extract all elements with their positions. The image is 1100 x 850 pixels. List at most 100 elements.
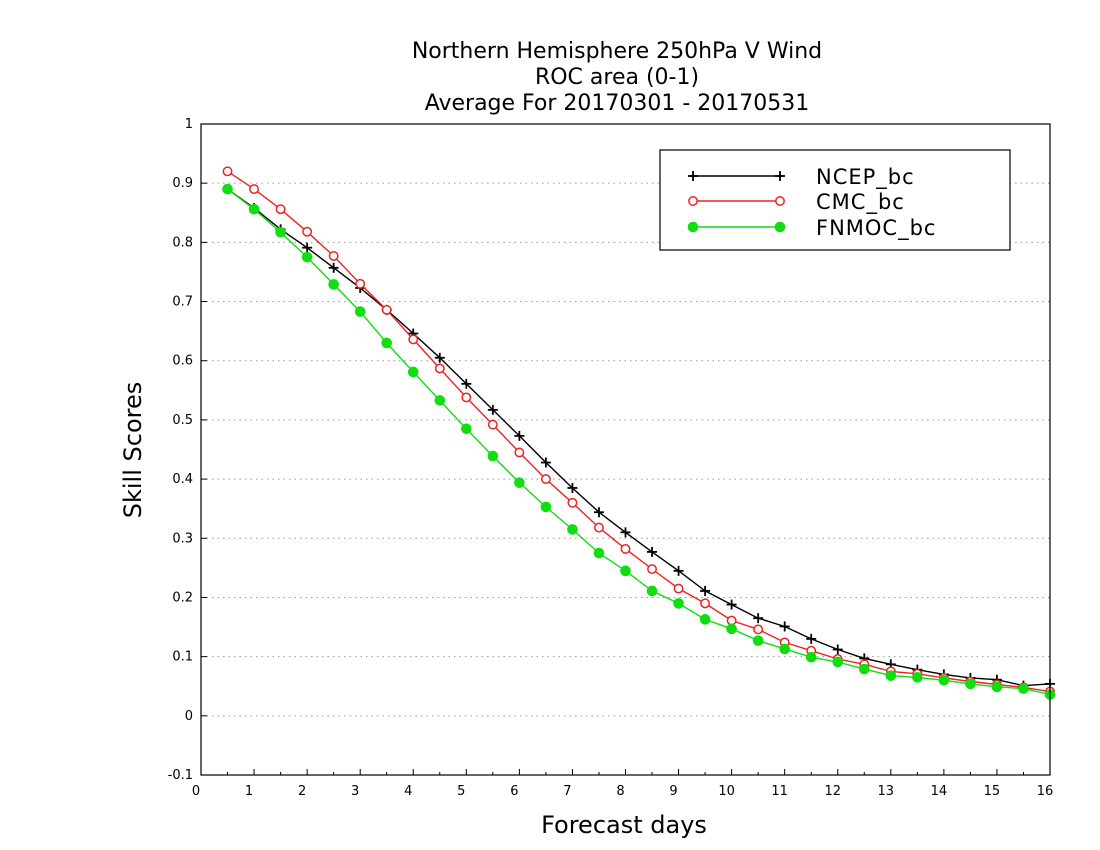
data-point-CMC_bc <box>222 166 233 177</box>
data-point-NCEP_bc <box>832 644 843 655</box>
series-line-FNMOC_bc <box>227 188 1051 696</box>
x-tick-label: 15 <box>984 784 1001 799</box>
data-point-NCEP_bc <box>540 457 551 468</box>
data-point-CMC_bc <box>620 543 631 554</box>
axis-ticks: -0.100.10.20.30.40.50.60.70.80.910 1 2 3 4 5 6… <box>168 117 1054 799</box>
x-tick-label: 0 <box>192 784 200 799</box>
data-point-FNMOC_bc <box>461 423 472 435</box>
data-point-NCEP_bc <box>328 262 339 273</box>
data-point-CMC_bc <box>328 251 339 261</box>
data-point-CMC_bc <box>408 334 419 345</box>
data-point-NCEP_bc <box>302 242 313 253</box>
data-point-CMC_bc <box>275 204 286 215</box>
x-tick-label: 6 <box>510 784 518 799</box>
x-tick-label: 1 <box>245 784 253 799</box>
legend-entry-FNMOC_bc: FNMOC_bc <box>687 216 936 241</box>
data-point-CMC_bc <box>594 522 604 533</box>
data-point-FNMOC_bc <box>487 450 499 462</box>
data-point-FNMOC_bc <box>699 614 711 625</box>
x-tick-label: 12 <box>824 784 841 799</box>
data-point-CMC_bc <box>434 363 445 374</box>
y-axis-label: Skill Scores <box>119 382 147 519</box>
data-point-FNMOC_bc <box>726 623 737 635</box>
legend-entry-NCEP_bc: NCEP_bc <box>688 165 915 190</box>
data-point-FNMOC_bc <box>938 675 950 686</box>
legend-marker-start <box>687 221 699 233</box>
y-tick-label: 1 <box>185 117 193 132</box>
data-point-CMC_bc <box>487 419 498 430</box>
legend-box <box>659 149 1011 251</box>
data-point-NCEP_bc <box>806 633 817 644</box>
data-point-CMC_bc <box>381 304 392 315</box>
chart-title-line-1: Northern Hemisphere 250hPa V Wind <box>412 39 822 64</box>
legend-marker-end <box>775 171 785 181</box>
y-tick-label: 0.1 <box>172 650 193 665</box>
data-point-FNMOC_bc <box>991 681 1003 693</box>
data-point-FNMOC_bc <box>752 635 764 646</box>
legend-label: NCEP_bc <box>816 165 915 190</box>
legend-entry-CMC_bc: CMC_bc <box>688 190 904 215</box>
data-point-FNMOC_bc <box>540 501 552 513</box>
x-tick-label: 7 <box>563 784 571 799</box>
data-point-FNMOC_bc <box>912 672 923 683</box>
y-tick-label: 0.2 <box>172 590 193 605</box>
data-point-CMC_bc <box>302 226 313 237</box>
y-tick-label: 0 <box>185 709 193 724</box>
x-tick-label: 2 <box>298 784 306 799</box>
data-point-CMC_bc <box>567 497 578 508</box>
data-point-NCEP_bc <box>514 430 525 441</box>
data-point-FNMOC_bc <box>885 670 897 681</box>
x-tick-label: 14 <box>931 784 948 799</box>
x-tick-label: 10 <box>718 784 735 799</box>
data-point-NCEP_bc <box>487 404 498 415</box>
x-tick-label: 4 <box>404 784 412 799</box>
data-point-CMC_bc <box>700 598 711 609</box>
data-point-CMC_bc <box>514 447 525 458</box>
data-point-FNMOC_bc <box>407 366 419 378</box>
data-point-FNMOC_bc <box>567 524 578 535</box>
y-tick-label: 0.8 <box>172 235 193 250</box>
data-point-NCEP_bc <box>461 378 472 389</box>
data-point-NCEP_bc <box>700 585 711 596</box>
series-layer <box>222 166 1056 700</box>
x-tick-label: 11 <box>771 784 788 799</box>
data-point-NCEP_bc <box>779 621 790 632</box>
legend-label: FNMOC_bc <box>816 216 936 241</box>
data-point-NCEP_bc <box>620 527 631 538</box>
data-point-FNMOC_bc <box>514 477 525 488</box>
data-point-FNMOC_bc <box>779 643 790 655</box>
x-tick-label: 8 <box>616 784 624 799</box>
legend-marker-end <box>775 196 785 206</box>
data-point-FNMOC_bc <box>248 203 260 215</box>
data-point-CMC_bc <box>461 392 472 403</box>
plot-frame <box>200 123 1051 776</box>
data-point-CMC_bc <box>355 278 366 289</box>
y-tick-label: 0.3 <box>172 531 193 546</box>
legend-marker-end <box>774 221 786 233</box>
data-point-FNMOC_bc <box>858 663 870 675</box>
data-point-NCEP_bc <box>726 599 737 610</box>
legend-marker-start <box>688 196 698 206</box>
data-point-NCEP_bc <box>673 565 684 576</box>
data-point-CMC_bc <box>753 624 764 635</box>
y-tick-label: 0.4 <box>172 472 193 487</box>
gridlines <box>201 182 1050 717</box>
x-tick-label: 13 <box>878 784 895 799</box>
data-point-CMC_bc <box>647 564 657 574</box>
data-point-FNMOC_bc <box>620 565 631 577</box>
data-point-FNMOC_bc <box>222 183 233 195</box>
data-point-FNMOC_bc <box>381 337 393 349</box>
y-tick-label: 0.7 <box>172 295 193 310</box>
y-tick-label: 0.5 <box>172 413 193 428</box>
data-point-FNMOC_bc <box>593 547 605 559</box>
x-tick-label: 16 <box>1037 784 1054 799</box>
data-point-FNMOC_bc <box>805 651 817 663</box>
y-tick-label: 0.6 <box>172 354 193 369</box>
data-point-CMC_bc <box>726 615 737 626</box>
data-point-NCEP_bc <box>593 507 604 518</box>
data-point-FNMOC_bc <box>965 678 976 690</box>
data-point-FNMOC_bc <box>301 251 313 263</box>
data-point-CMC_bc <box>540 474 551 485</box>
data-point-FNMOC_bc <box>354 306 366 317</box>
y-tick-label: -0.1 <box>168 768 193 783</box>
